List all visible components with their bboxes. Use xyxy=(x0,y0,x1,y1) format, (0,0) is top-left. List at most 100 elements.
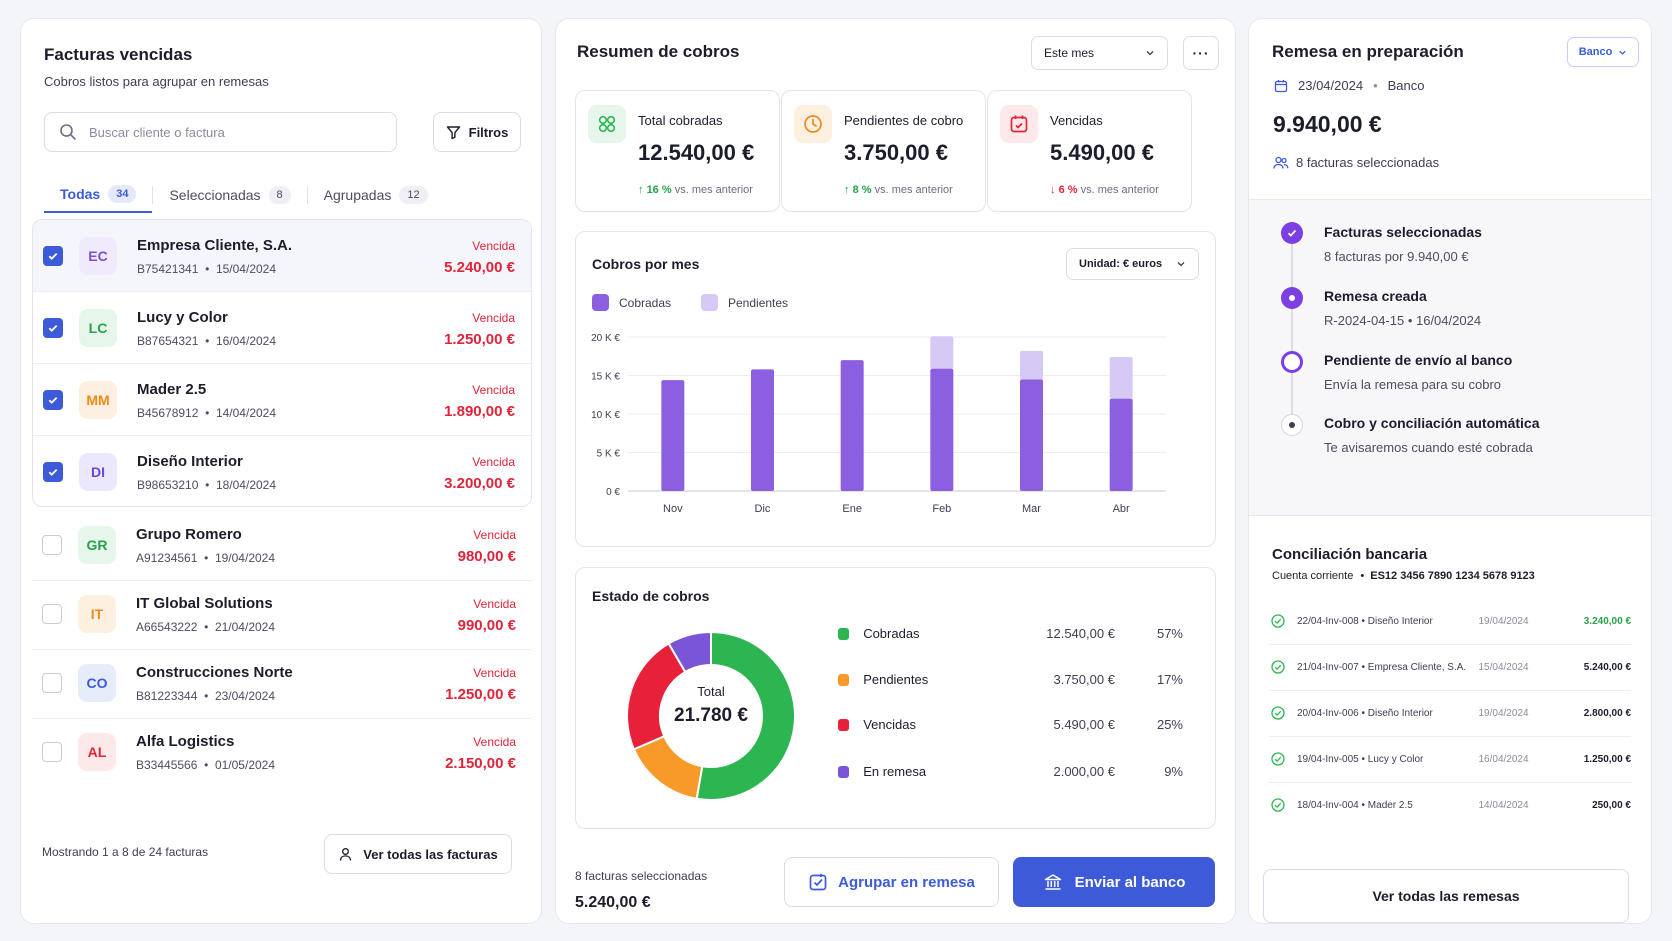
legend-item: Cobradas xyxy=(592,294,671,311)
search-icon xyxy=(59,123,77,141)
client-name: Empresa Cliente, S.A. xyxy=(137,237,293,254)
separator-dot: • xyxy=(204,551,209,565)
status-value: 5.490,00 € xyxy=(1053,717,1115,732)
row-checkbox[interactable] xyxy=(43,246,63,266)
panel-title: Facturas vencidas xyxy=(44,45,193,64)
check-circle-icon xyxy=(1271,752,1285,766)
search-box[interactable] xyxy=(44,112,397,152)
send-label: Enviar al banco xyxy=(1074,873,1186,891)
reconciliation-row[interactable]: 22/04-Inv-008 • Diseño Interior 19/04/202… xyxy=(1271,598,1631,644)
donut-total-value: 21.780 € xyxy=(674,705,748,726)
see-all-remittances-button[interactable]: Ver todas las remesas xyxy=(1263,869,1629,923)
ref-code: 21/04-Inv-007 xyxy=(1297,661,1359,673)
tab-count: 12 xyxy=(399,186,428,204)
x-tick-label: Ene xyxy=(842,503,862,515)
period-select[interactable]: Este mes xyxy=(1031,36,1168,70)
account-label: Cuenta corriente xyxy=(1272,570,1354,582)
row-checkbox[interactable] xyxy=(43,390,63,410)
invoice-row[interactable]: CO Construcciones Norte B81223344 • 23/04/… xyxy=(32,647,532,719)
group-remittance-button[interactable]: Agrupar en remesa xyxy=(784,857,999,907)
calendar-alert-icon xyxy=(1000,105,1038,143)
filters-button[interactable]: Filtros xyxy=(433,112,521,152)
kpi-card-pending: Pendientes de cobro 3.750,00 € ↑ 8 % vs.… xyxy=(781,90,986,212)
tab-agrupadas[interactable]: Agrupadas 12 xyxy=(308,177,444,213)
client-name: IT Global Solutions xyxy=(136,595,273,612)
clock-icon xyxy=(794,105,832,143)
separator-dot: • xyxy=(1373,78,1378,93)
tab-seleccionadas[interactable]: Seleccionadas 8 xyxy=(153,177,306,213)
check-circle-icon xyxy=(1271,614,1285,628)
row-checkbox[interactable] xyxy=(42,742,62,762)
separator-dot: • xyxy=(204,620,209,634)
panel-title: Resumen de cobros xyxy=(577,42,740,61)
kpi-card-overdue: Vencidas 5.490,00 € ↓ 6 % vs. mes anteri… xyxy=(987,90,1192,212)
status-badge: Vencida xyxy=(473,735,516,749)
donut-slice-en-remesa xyxy=(667,630,712,674)
reconciliation-row[interactable]: 19/04-Inv-005 • Lucy y Color 16/04/2024 1.… xyxy=(1271,736,1631,782)
row-checkbox[interactable] xyxy=(42,673,62,693)
avatar: MM xyxy=(79,381,117,419)
row-divider xyxy=(1269,644,1631,645)
more-options-button[interactable]: ··· xyxy=(1183,36,1219,70)
movement-amount: 2.800,00 € xyxy=(1583,707,1631,719)
step-title: Cobro y conciliación automática xyxy=(1324,415,1540,431)
unit-select[interactable]: Unidad: € euros xyxy=(1066,248,1199,280)
separator-dot: • xyxy=(205,262,210,276)
invoice-amount: 1.250,00 € xyxy=(445,686,516,703)
tab-todas[interactable]: Todas 34 xyxy=(44,177,153,213)
row-checkbox[interactable] xyxy=(42,604,62,624)
step-title: Pendiente de envío al banco xyxy=(1324,352,1513,368)
invoice-row[interactable]: IT IT Global Solutions A66543222 • 21/04/2… xyxy=(32,578,532,650)
users-grid-icon xyxy=(588,105,626,143)
avatar: IT xyxy=(78,595,116,633)
invoice-row[interactable]: DI Diseño Interior B98653210 • 18/04/2024 V… xyxy=(33,436,531,506)
invoice-date: 18/04/2024 xyxy=(215,478,277,492)
timeline-step: Cobro y conciliación automática Te avisar… xyxy=(1324,415,1540,455)
separator-dot: • xyxy=(1361,707,1366,719)
status-badge: Vencida xyxy=(473,597,516,611)
y-tick-label: 20 K € xyxy=(591,333,620,344)
status-pct: 9% xyxy=(1164,764,1183,779)
row-checkbox[interactable] xyxy=(43,462,63,482)
ref-client: Empresa Cliente, S.A. xyxy=(1367,661,1467,673)
x-tick-label: Nov xyxy=(663,503,683,515)
movement-date: 14/04/2024 xyxy=(1478,799,1529,811)
kpi-value: 3.750,00 € xyxy=(844,140,948,165)
search-input[interactable] xyxy=(89,124,349,140)
selected-invoices-group: EC Empresa Cliente, S.A. B75421341 • 15/04… xyxy=(32,219,532,507)
avatar: AL xyxy=(78,733,116,771)
filter-icon xyxy=(446,125,461,140)
kpi-delta: ↑ 16 % vs. mes anterior xyxy=(638,184,753,196)
selected-count: 8 facturas seleccionadas xyxy=(1296,155,1440,170)
invoice-row[interactable]: EC Empresa Cliente, S.A. B75421341 • 15/04… xyxy=(33,220,531,292)
remittance-selected: 8 facturas seleccionadas xyxy=(1273,155,1439,170)
arrow-down-icon: ↓ xyxy=(1050,184,1056,196)
invoice-amount: 5.240,00 € xyxy=(444,259,515,276)
invoice-row[interactable]: AL Alfa Logistics B33445566 • 01/05/2024 Ve… xyxy=(32,716,532,788)
group-icon xyxy=(808,872,828,892)
see-all-invoices-button[interactable]: Ver todas las facturas xyxy=(324,834,512,874)
movement-date: 19/04/2024 xyxy=(1478,615,1529,627)
status-badge: Vencida xyxy=(472,239,515,253)
invoice-row[interactable]: GR Grupo Romero A91234561 • 19/04/2024 Venc… xyxy=(32,509,532,581)
pagination-text: Mostrando 1 a 8 de 24 facturas xyxy=(42,845,209,859)
donut-slice-cobradas xyxy=(695,630,796,801)
nif: A91234561 xyxy=(136,551,198,565)
movement-ref: 21/04-Inv-007 • Empresa Cliente, S.A. xyxy=(1297,662,1478,673)
remittance-date: 23/04/2024 xyxy=(1298,78,1364,93)
invoice-row[interactable]: LC Lucy y Color B87654321 • 16/04/2024 Venc… xyxy=(33,292,531,364)
step-done-icon xyxy=(1281,222,1303,244)
send-to-bank-button[interactable]: Enviar al banco xyxy=(1013,857,1215,907)
reconciliation-row[interactable]: 21/04-Inv-007 • Empresa Cliente, S.A. 15/… xyxy=(1271,644,1631,690)
kpi-label: Vencidas xyxy=(1050,113,1103,128)
timeline-line xyxy=(1291,236,1293,432)
reconciliation-row[interactable]: 18/04-Inv-004 • Mader 2.5 14/04/2024 250,0… xyxy=(1271,782,1631,828)
bank-select[interactable]: Banco xyxy=(1567,37,1639,67)
invoice-row[interactable]: MM Mader 2.5 B45678912 • 14/04/2024 Vencida… xyxy=(33,364,531,436)
step-future-icon xyxy=(1281,414,1303,436)
row-checkbox[interactable] xyxy=(43,318,63,338)
row-checkbox[interactable] xyxy=(42,535,62,555)
see-all-label: Ver todas las facturas xyxy=(363,846,498,862)
timeline-step: Remesa creada R-2024-04-15 • 16/04/2024 xyxy=(1324,288,1481,328)
reconciliation-row[interactable]: 20/04-Inv-006 • Diseño Interior 19/04/202… xyxy=(1271,690,1631,736)
